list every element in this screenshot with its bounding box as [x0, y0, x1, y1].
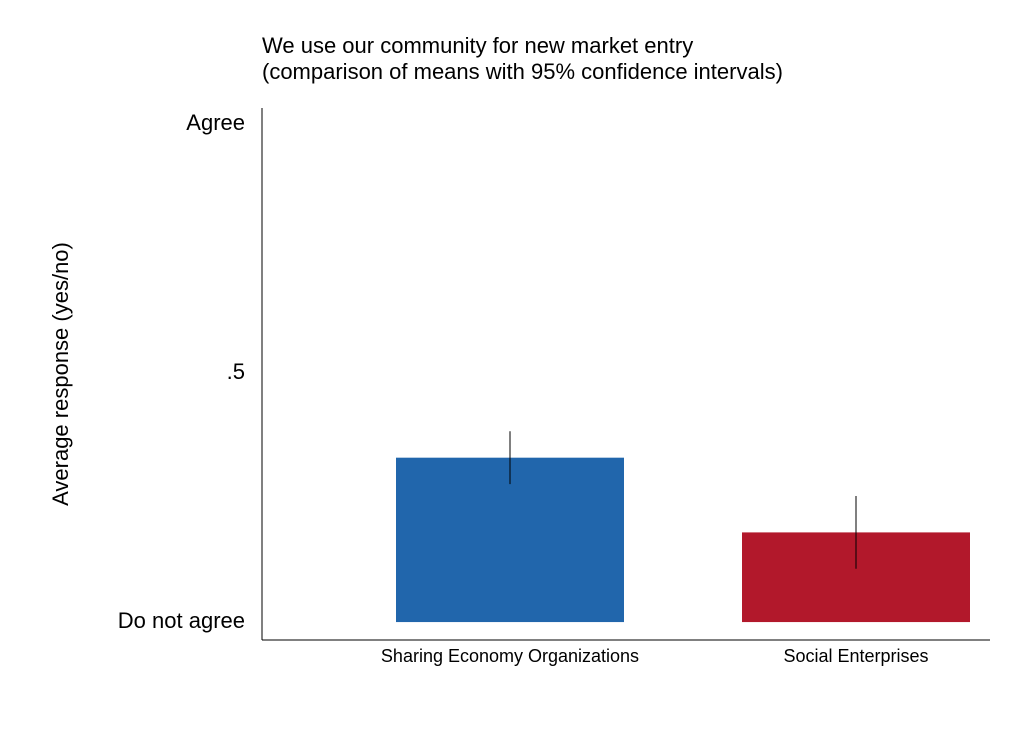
x-tick-label: Social Enterprises: [783, 646, 928, 666]
x-tick-label: Sharing Economy Organizations: [381, 646, 639, 666]
y-tick-label: .5: [227, 359, 245, 384]
bar: [396, 457, 624, 623]
y-tick-label: Do not agree: [118, 608, 245, 633]
chart-subtitle: (comparison of means with 95% confidence…: [262, 59, 783, 84]
chart-title: We use our community for new market entr…: [262, 33, 693, 58]
y-tick-label: Agree: [186, 110, 245, 135]
y-axis-label: Average response (yes/no): [48, 242, 73, 506]
